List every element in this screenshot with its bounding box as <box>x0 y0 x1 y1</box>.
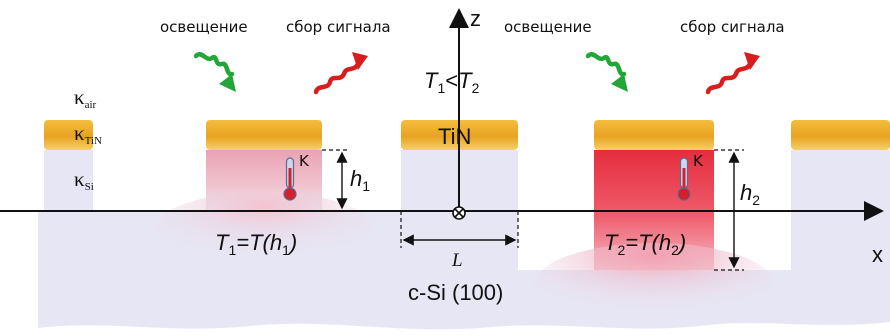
thermometer-label-right: K <box>693 152 704 170</box>
thermometer-label-left: K <box>299 152 310 170</box>
tin-label: TiN <box>438 124 471 149</box>
illumination-label-right: освещение <box>504 18 592 36</box>
illumination-label-left: освещение <box>160 18 248 36</box>
tin-cap-2 <box>206 120 322 150</box>
kappa-air-label: κair <box>74 85 97 111</box>
signal-wave-icon-left <box>313 52 368 95</box>
thermometer-icon-left <box>283 157 297 201</box>
tin-cap-1 <box>44 120 93 150</box>
h1-label: h1 <box>350 166 370 194</box>
kappa-si-label: κSi <box>74 167 94 193</box>
thermometer-icon-right <box>677 157 691 201</box>
tin-cap-4 <box>594 120 714 150</box>
signal-wave-icon-right <box>705 52 760 95</box>
tin-cap-5 <box>791 120 890 150</box>
signal-label-left: сбор сигнала <box>286 18 391 36</box>
h2-label: h2 <box>740 180 760 208</box>
pillar-si-1 <box>44 150 93 211</box>
illumination-wave-icon-right <box>585 52 628 92</box>
x-axis-label: x <box>872 242 883 267</box>
signal-label-right: сбор сигнала <box>680 18 785 36</box>
T2-equation: T2=T(h2) <box>604 230 686 258</box>
temp-relation: T1<T2 <box>424 68 480 96</box>
T1-equation: T1=T(h1) <box>215 230 297 258</box>
kappa-tin-label: κTiN <box>74 121 102 147</box>
illumination-wave-icon-left <box>193 52 236 92</box>
z-axis-label: z <box>470 6 481 31</box>
L-label: L <box>451 250 463 271</box>
origin-symbol <box>452 206 466 220</box>
heat-glow-2 <box>534 243 774 327</box>
substrate-label: c-Si (100) <box>408 280 503 305</box>
